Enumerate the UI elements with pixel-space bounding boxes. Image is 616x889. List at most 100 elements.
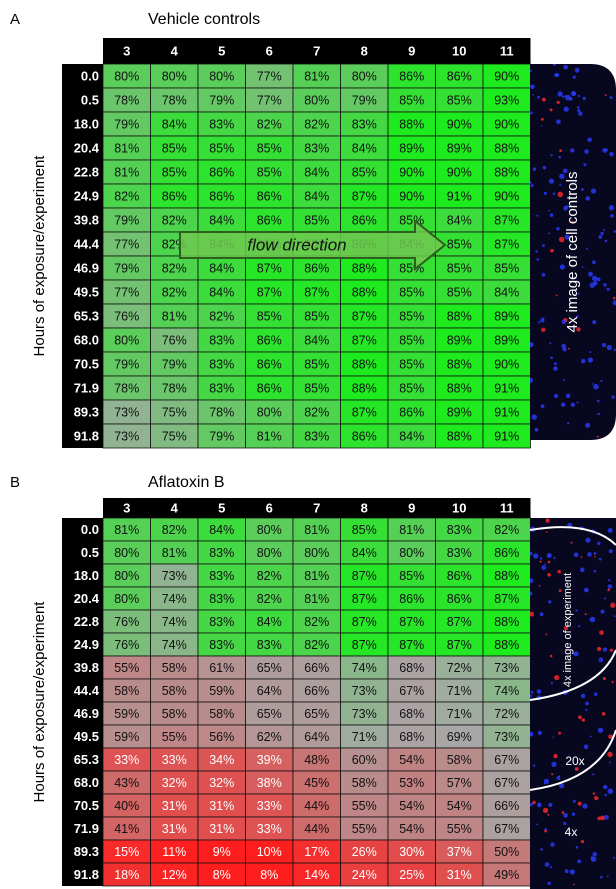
- cell-dot: [593, 281, 598, 286]
- cell-value: 8%: [260, 868, 278, 882]
- cell-value: 88%: [447, 381, 472, 395]
- cell-value: 82%: [257, 569, 282, 583]
- cell-dot: [581, 840, 584, 843]
- row-hour: 18.0: [74, 568, 99, 583]
- cell-value: 66%: [304, 661, 329, 675]
- cell-value: 81%: [304, 69, 329, 83]
- cell-dot: [589, 351, 591, 353]
- cell-dot: [545, 633, 547, 635]
- cell-value: 11%: [162, 845, 186, 859]
- cell-value: 85%: [352, 523, 377, 537]
- cell-value: 25%: [399, 868, 424, 882]
- cell-dot: [550, 356, 553, 359]
- cell-value: 55%: [447, 822, 472, 836]
- cell-value: 93%: [494, 93, 519, 107]
- cell-value: 73%: [352, 707, 377, 721]
- cell-value: 80%: [114, 69, 139, 83]
- cell-value: 73%: [114, 405, 139, 419]
- cell-value: 91%: [494, 429, 519, 443]
- cell-value: 85%: [257, 309, 282, 323]
- cell-value: 87%: [352, 638, 377, 652]
- cell-value: 66%: [304, 684, 329, 698]
- cell-dot: [592, 320, 596, 324]
- cell-dot: [577, 401, 579, 403]
- cell-value: 64%: [304, 730, 329, 744]
- cell-dot: [603, 229, 605, 231]
- cell-value: 58%: [209, 707, 234, 721]
- column-header: 11: [500, 43, 514, 58]
- cell-value: 88%: [352, 381, 377, 395]
- cell-value: 80%: [304, 93, 329, 107]
- cell-value: 83%: [304, 429, 329, 443]
- cell-dot: [603, 647, 607, 651]
- cell-dot: [554, 362, 557, 365]
- cell-value: 55%: [352, 822, 377, 836]
- cell-value: 45%: [304, 776, 329, 790]
- cell-dot: [545, 862, 550, 867]
- panel-title: Vehicle controls: [148, 11, 260, 28]
- column-header: 6: [266, 43, 273, 58]
- cell-dot: [607, 589, 610, 592]
- cell-value: 67%: [399, 684, 424, 698]
- cell-dot: [559, 184, 561, 186]
- cell-value: 87%: [447, 615, 472, 629]
- cell-dot: [558, 156, 561, 159]
- cell-dot: [581, 556, 583, 558]
- row-hour: 91.8: [74, 428, 99, 443]
- cell-value: 83%: [209, 117, 234, 131]
- cell-value: 89%: [494, 309, 519, 323]
- cell-dot: [608, 579, 610, 581]
- cell-dot: [549, 178, 554, 183]
- cell-dot: [575, 68, 580, 73]
- cell-value: 12%: [162, 868, 187, 882]
- cell-dot: [594, 556, 596, 558]
- cell-dot: [578, 715, 582, 719]
- image-label: 4x image of experiment: [562, 573, 574, 687]
- cell-value: 58%: [162, 684, 187, 698]
- row-hour: 39.8: [74, 212, 99, 227]
- cell-dot: [572, 91, 576, 95]
- cell-value: 41%: [114, 822, 139, 836]
- cell-dot: [533, 553, 538, 558]
- y-axis-label: Hours of exposure/experiment: [31, 155, 48, 357]
- row-hour: 68.0: [74, 775, 99, 790]
- cell-value: 54%: [399, 822, 424, 836]
- cell-value: 74%: [162, 592, 187, 606]
- cell-dot: [567, 422, 569, 424]
- cell-dot: [537, 258, 540, 261]
- cell-value: 86%: [399, 592, 424, 606]
- row-hour: 0.5: [81, 92, 99, 107]
- cell-dot: [556, 73, 560, 77]
- cell-dot: [609, 152, 613, 156]
- row-hour: 91.8: [74, 867, 99, 882]
- panel-label: A: [10, 11, 20, 28]
- cell-dot: [533, 167, 537, 171]
- cell-value: 90%: [399, 189, 424, 203]
- cell-dot: [569, 97, 573, 101]
- cell-dot: [574, 552, 579, 557]
- cell-dot: [580, 568, 585, 573]
- cell-value: 71%: [447, 684, 472, 698]
- cell-value: 88%: [447, 429, 472, 443]
- cell-dot: [535, 250, 538, 253]
- cell-value: 81%: [162, 309, 187, 323]
- cell-dot: [609, 761, 611, 763]
- figure: A Vehicle controls Hours of exposure/exper…: [0, 0, 616, 889]
- cell-dot: [533, 764, 535, 766]
- cell-value: 88%: [352, 357, 377, 371]
- cell-value: 87%: [352, 405, 377, 419]
- cell-value: 85%: [257, 165, 282, 179]
- cell-value: 85%: [399, 285, 424, 299]
- cell-dot: [557, 101, 560, 104]
- cell-dot: [603, 677, 606, 680]
- cell-dot: [596, 277, 600, 281]
- cell-value: 79%: [114, 213, 139, 227]
- cell-dot: [531, 184, 534, 187]
- cell-value: 85%: [304, 357, 329, 371]
- cell-value: 86%: [162, 189, 187, 203]
- cell-value: 80%: [114, 592, 139, 606]
- cell-value: 68%: [399, 707, 424, 721]
- cell-dot: [608, 788, 614, 794]
- cell-value: 18%: [114, 868, 139, 882]
- cell-value: 73%: [494, 730, 519, 744]
